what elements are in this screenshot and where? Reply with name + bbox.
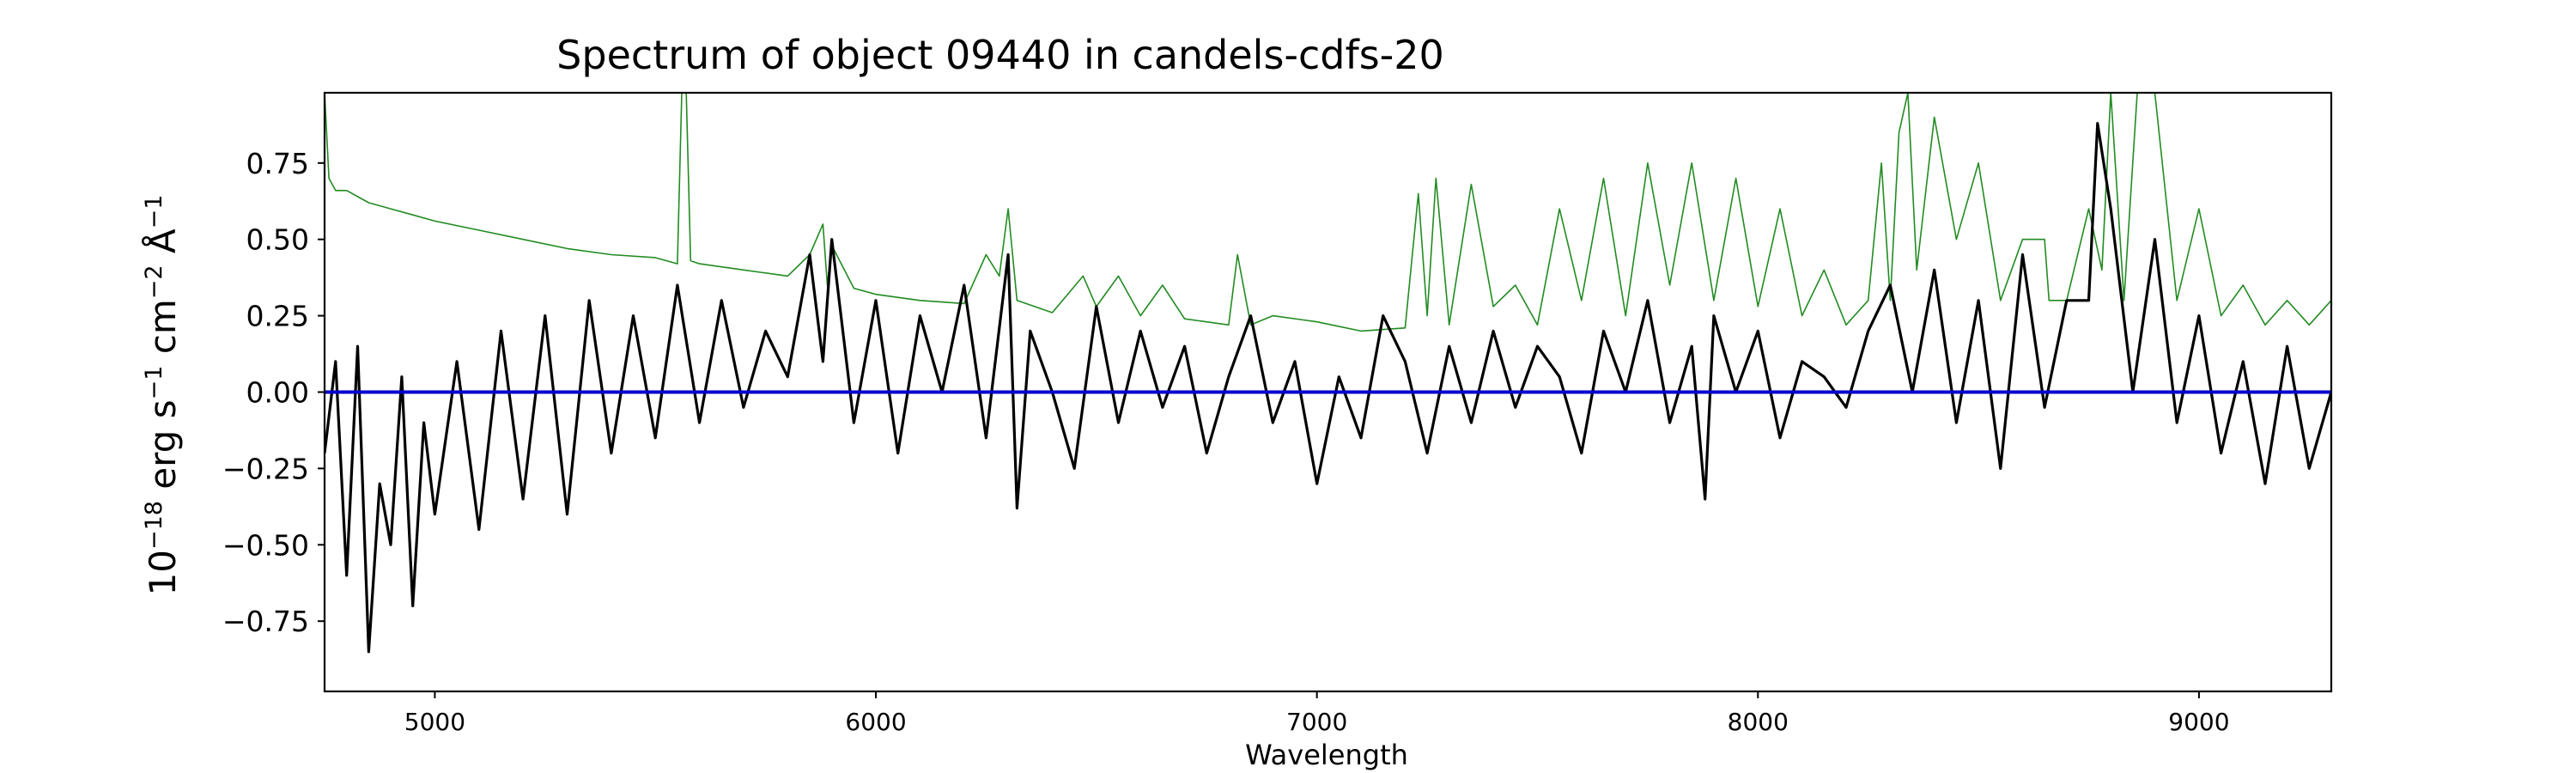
series-noise-line: [325, 93, 2331, 332]
y-axis-label: 10−18 erg s−1 cm−2 Å−1: [141, 195, 184, 596]
chart-title: Spectrum of object 09440 in candels-cdfs…: [556, 32, 1444, 78]
x-tick-label: 6000: [845, 708, 906, 736]
y-tick-label: −0.50: [222, 528, 309, 562]
y-tick-label: −0.75: [222, 605, 309, 638]
y-tick-label: 0.00: [246, 376, 309, 410]
x-tick-label: 7000: [1286, 708, 1347, 736]
y-tick-label: 0.50: [246, 223, 309, 257]
series-flux-line: [325, 122, 2331, 654]
x-tick-label: 5000: [404, 708, 465, 736]
x-tick-label: 8000: [1728, 708, 1789, 736]
y-tick-label: −0.25: [222, 452, 309, 485]
x-axis-label: Wavelength: [1245, 739, 1408, 771]
y-tick-label: 0.75: [246, 147, 309, 180]
x-tick-label: 9000: [2168, 708, 2229, 736]
y-tick-label: 0.25: [246, 300, 309, 333]
